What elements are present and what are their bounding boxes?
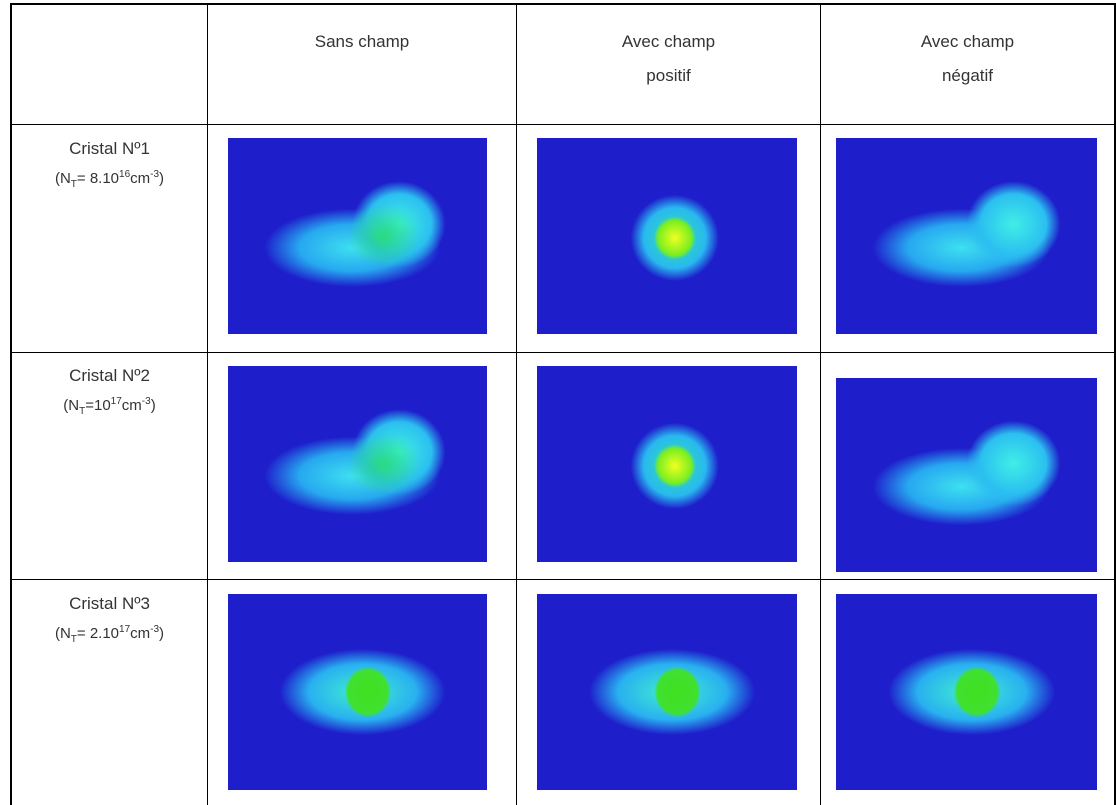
formula-part: ) (159, 170, 165, 187)
formula: (NT= 8.1016cm-3) (12, 164, 207, 196)
formula-part: ) (159, 625, 165, 642)
formula-part: (N (54, 170, 71, 187)
column-header: Avec champ positif (517, 25, 820, 93)
formula-part: T (70, 179, 77, 190)
formula: (NT=1017cm-3) (12, 391, 207, 423)
formula: (NT= 2.1017cm-3) (12, 619, 207, 651)
header-line: négatif (941, 66, 994, 85)
formula-part: 17 (110, 396, 122, 407)
formula-part: cm (121, 397, 142, 414)
formula-part: -3 (150, 169, 160, 180)
row-header: Cristal Nº2 (NT=1017cm-3) (12, 365, 207, 423)
image (537, 366, 797, 562)
formula-part: ) (150, 397, 156, 414)
border (1114, 3, 1116, 805)
image (537, 594, 797, 790)
border (820, 3, 821, 805)
image (228, 594, 487, 790)
border (10, 3, 1116, 5)
formula-part: = 2.10 (76, 625, 120, 642)
row-label: Cristal Nº2 (69, 366, 150, 385)
formula-part: (N (63, 397, 80, 414)
image (836, 594, 1097, 790)
formula-part: T (70, 634, 77, 645)
image (836, 378, 1097, 572)
formula-part: cm (130, 170, 151, 187)
header-line: Avec champ (621, 32, 716, 51)
row-header: Cristal Nº1 (NT= 8.1016cm-3) (12, 138, 207, 196)
header-line: positif (646, 66, 691, 85)
image (228, 366, 487, 562)
formula-part: -3 (150, 624, 160, 635)
border (10, 352, 1116, 353)
border (10, 3, 12, 805)
image (836, 138, 1097, 334)
row-label: Cristal Nº1 (69, 139, 150, 158)
border (10, 124, 1116, 125)
column-header: Avec champ négatif (821, 25, 1114, 93)
image (228, 138, 487, 334)
formula-part: 16 (119, 169, 131, 180)
row-header: Cristal Nº3 (NT= 2.1017cm-3) (12, 593, 207, 651)
header-line: Sans champ (314, 32, 410, 51)
row-label: Cristal Nº3 (69, 594, 150, 613)
border (10, 579, 1116, 580)
formula-part: cm (130, 625, 151, 642)
formula-part: = 8.10 (76, 170, 120, 187)
formula-part: -3 (141, 396, 151, 407)
column-header: Sans champ (208, 25, 516, 59)
border (516, 3, 517, 805)
formula-part: (N (54, 625, 71, 642)
header-line: Avec champ (920, 32, 1015, 51)
formula-part: =10 (85, 397, 111, 414)
formula-part: T (79, 406, 86, 417)
formula-part: 17 (119, 624, 131, 635)
image (537, 138, 797, 334)
border (207, 3, 208, 805)
